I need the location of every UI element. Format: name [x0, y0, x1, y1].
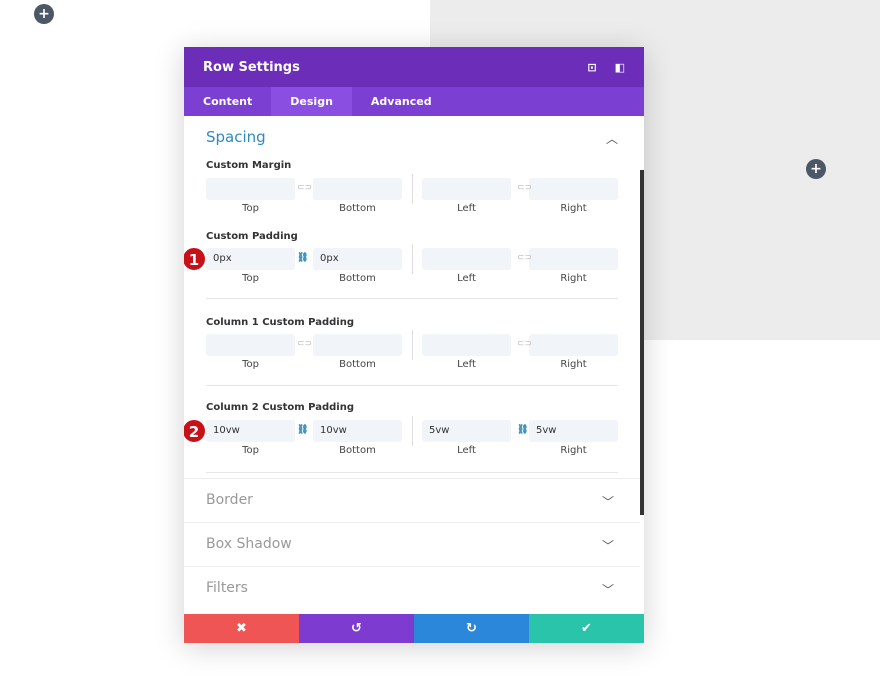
link-icon[interactable]: ⊂⊃ — [297, 339, 313, 349]
section-filters[interactable]: Filters ﹀ — [184, 566, 640, 610]
link-icon[interactable]: ⊂⊃ — [297, 183, 313, 193]
fullscreen-icon[interactable]: ⊡ — [587, 60, 597, 74]
input-caption: Left — [457, 445, 476, 456]
scrollbar[interactable] — [640, 170, 644, 515]
add-section-button[interactable]: + — [34, 4, 54, 24]
input-caption: Right — [560, 273, 587, 284]
modal-title: Row Settings — [203, 59, 300, 75]
link-icon[interactable]: ⛓ — [297, 425, 309, 435]
input-caption: Top — [242, 445, 259, 456]
input-caption: Top — [242, 359, 259, 370]
input-caption: Bottom — [339, 359, 376, 370]
spacing-input-top[interactable]: 0px — [206, 248, 295, 270]
input-caption: Bottom — [339, 273, 376, 284]
sidebar-toggle-icon[interactable]: ◧ — [614, 60, 625, 74]
divider — [206, 298, 618, 299]
section-title: Border — [206, 492, 253, 508]
input-caption: Right — [560, 203, 587, 214]
group-label: Column 1 Custom Padding — [206, 317, 355, 328]
spacing-input-bottom[interactable]: 0px — [313, 248, 402, 270]
input-caption: Left — [457, 203, 476, 214]
input-caption: Right — [560, 445, 587, 456]
group-label: Custom Padding — [206, 231, 298, 242]
link-icon[interactable]: ⛓ — [517, 425, 529, 435]
spacing-input-right[interactable] — [529, 334, 618, 356]
plus-icon: + — [810, 161, 822, 177]
link-icon[interactable]: ⊂⊃ — [517, 253, 533, 263]
spacing-input-left[interactable]: 5vw — [422, 420, 511, 442]
input-caption: Bottom — [339, 445, 376, 456]
link-icon[interactable]: ⊂⊃ — [517, 183, 533, 193]
divider — [412, 330, 413, 360]
tab-design[interactable]: Design — [271, 87, 352, 116]
divider — [206, 472, 618, 473]
section-border[interactable]: Border ﹀ — [184, 478, 640, 522]
input-caption: Bottom — [339, 203, 376, 214]
redo-button[interactable]: ↻ — [414, 614, 529, 643]
spacing-input-top[interactable]: 10vw — [206, 420, 295, 442]
modal-footer: ✖ ↺ ↻ ✔ — [184, 614, 644, 643]
spacing-input-right[interactable] — [529, 178, 618, 200]
spacing-section-title[interactable]: Spacing — [206, 128, 266, 146]
modal-header: Row Settings ⊡ ◧ — [184, 47, 644, 87]
spacing-input-left[interactable] — [422, 178, 511, 200]
tab-advanced[interactable]: Advanced — [370, 95, 432, 108]
chevron-down-icon[interactable]: ﹀ — [601, 583, 614, 597]
save-button[interactable]: ✔ — [529, 614, 644, 643]
divider — [412, 416, 413, 446]
section-title: Filters — [206, 580, 248, 596]
input-caption: Right — [560, 359, 587, 370]
link-icon[interactable]: ⊂⊃ — [517, 339, 533, 349]
section-box-shadow[interactable]: Box Shadow ﹀ — [184, 522, 640, 566]
divider — [412, 174, 413, 204]
input-caption: Top — [242, 203, 259, 214]
group-label: Column 2 Custom Padding — [206, 402, 355, 413]
step-badge: 1 — [184, 247, 206, 271]
spacing-input-bottom[interactable] — [313, 334, 402, 356]
add-module-button[interactable]: + — [806, 159, 826, 179]
spacing-input-top[interactable] — [206, 334, 295, 356]
divider — [206, 385, 618, 386]
cancel-button[interactable]: ✖ — [184, 614, 299, 643]
spacing-input-bottom[interactable] — [313, 178, 402, 200]
chevron-down-icon[interactable]: ﹀ — [601, 539, 614, 553]
section-title: Box Shadow — [206, 536, 292, 552]
spacing-input-bottom[interactable]: 10vw — [313, 420, 402, 442]
spacing-input-left[interactable] — [422, 248, 511, 270]
chevron-down-icon[interactable]: ﹀ — [601, 495, 614, 509]
input-caption: Left — [457, 359, 476, 370]
tab-bar: Content Design Advanced — [184, 87, 644, 116]
spacing-input-top[interactable] — [206, 178, 295, 200]
undo-button[interactable]: ↺ — [299, 614, 414, 643]
settings-body: Spacing ︿ Custom Margin Top Bottom Left Righ… — [184, 116, 644, 614]
spacing-input-left[interactable] — [422, 334, 511, 356]
plus-icon: + — [38, 6, 50, 22]
input-caption: Left — [457, 273, 476, 284]
group-label: Custom Margin — [206, 160, 292, 171]
link-icon[interactable]: ⛓ — [297, 253, 309, 263]
chevron-up-icon[interactable]: ︿ — [605, 132, 618, 146]
spacing-input-right[interactable]: 5vw — [529, 420, 618, 442]
step-badge: 2 — [184, 419, 206, 443]
tab-content[interactable]: Content — [203, 95, 253, 108]
row-settings-modal: Row Settings ⊡ ◧ Content Design Advanced … — [184, 47, 644, 643]
spacing-input-right[interactable] — [529, 248, 618, 270]
divider — [412, 244, 413, 274]
input-caption: Top — [242, 273, 259, 284]
